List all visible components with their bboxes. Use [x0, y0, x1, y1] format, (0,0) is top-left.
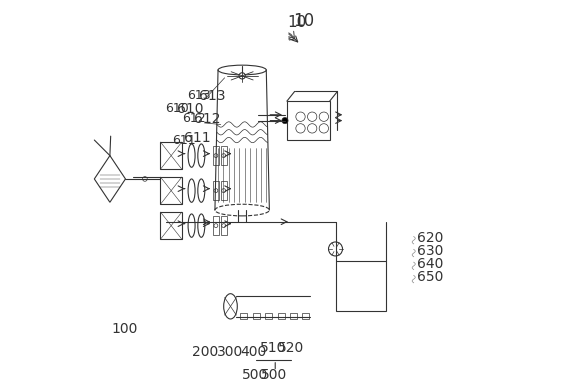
Bar — [161, 142, 182, 169]
Bar — [161, 177, 182, 204]
Text: 300: 300 — [217, 345, 243, 359]
Text: 613: 613 — [187, 89, 211, 102]
Circle shape — [239, 73, 245, 79]
Bar — [213, 216, 219, 235]
Text: 640: 640 — [417, 257, 444, 271]
Text: 611: 611 — [173, 133, 196, 147]
Text: 10: 10 — [293, 12, 314, 30]
Text: 612: 612 — [182, 112, 206, 125]
Bar — [302, 313, 310, 319]
Bar — [277, 313, 285, 319]
Bar — [221, 146, 226, 165]
Bar — [336, 261, 386, 311]
Bar — [221, 181, 226, 200]
Bar — [265, 313, 272, 319]
Text: 612: 612 — [194, 112, 221, 126]
Bar — [221, 216, 226, 235]
Text: 500: 500 — [260, 368, 287, 382]
Text: 400: 400 — [240, 345, 267, 359]
Text: 630: 630 — [417, 244, 444, 258]
Bar — [213, 146, 219, 165]
Text: 200: 200 — [191, 345, 218, 359]
Text: 613: 613 — [199, 89, 226, 103]
Bar — [252, 313, 260, 319]
Text: 520: 520 — [278, 341, 304, 355]
Bar — [240, 313, 247, 319]
Text: 611: 611 — [184, 131, 211, 145]
Text: 610: 610 — [177, 102, 204, 116]
Text: 610: 610 — [165, 102, 189, 116]
Text: 620: 620 — [417, 231, 444, 245]
Bar — [161, 212, 182, 239]
Text: 500: 500 — [242, 368, 268, 382]
Text: 510: 510 — [260, 341, 286, 355]
Text: 100: 100 — [111, 322, 138, 336]
Text: 10: 10 — [287, 15, 306, 30]
Bar — [213, 181, 219, 200]
Bar — [290, 313, 297, 319]
Circle shape — [282, 117, 288, 124]
Bar — [287, 101, 329, 140]
Text: 650: 650 — [417, 270, 444, 284]
